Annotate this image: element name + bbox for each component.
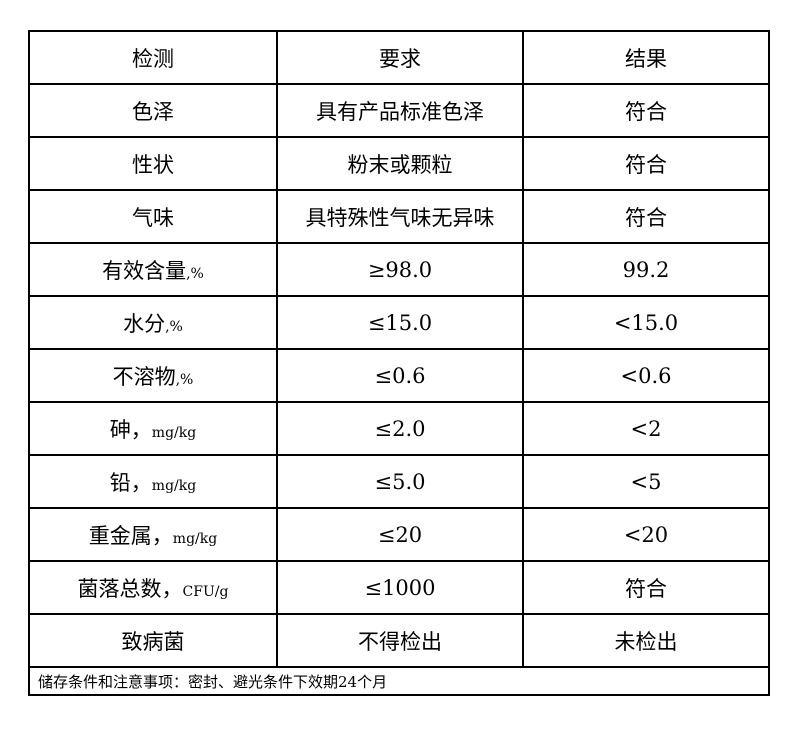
result-cell: <15.0 [522, 295, 770, 350]
footer-row: 储存条件和注意事项：密封、避光条件下效期24个月 [28, 666, 770, 696]
result-cell: <20 [522, 507, 770, 562]
item-unit: mg/kg [151, 477, 197, 494]
table-row: 色泽 具有产品标准色泽 符合 [28, 83, 770, 138]
result-cell: 99.2 [522, 242, 770, 297]
header-cell-test: 检测 [28, 30, 278, 85]
item-cell: 砷，mg/kg [28, 401, 278, 456]
result-cell: <5 [522, 454, 770, 509]
item-name: 水分 [123, 311, 166, 336]
result-cell: 符合 [522, 83, 770, 138]
item-unit: ,% [186, 265, 204, 282]
result-cell: 符合 [522, 189, 770, 244]
item-cell: 不溶物,% [28, 348, 278, 403]
item-cell: 性状 [28, 136, 278, 191]
item-unit: mg/kg [151, 424, 197, 441]
requirement-cell: 具特殊性气味无异味 [276, 189, 524, 244]
item-name: 不溶物 [112, 364, 176, 389]
requirement-cell: 具有产品标准色泽 [276, 83, 524, 138]
requirement-cell: 不得检出 [276, 613, 524, 668]
item-cell: 铅，mg/kg [28, 454, 278, 509]
item-name: 性状 [132, 152, 174, 177]
item-cell: 水分,% [28, 295, 278, 350]
inspection-table: 检测 要求 结果 色泽 具有产品标准色泽 符合 性状 粉末或颗粒 符合 气味 具特殊… [28, 30, 770, 696]
result-cell: 符合 [522, 136, 770, 191]
header-row: 检测 要求 结果 [28, 30, 770, 85]
table-row: 水分,% ≤15.0 <15.0 [28, 295, 770, 350]
requirement-cell: ≤0.6 [276, 348, 524, 403]
item-name: 气味 [132, 205, 174, 230]
item-name: 色泽 [132, 99, 174, 124]
table-row: 重金属，mg/kg ≤20 <20 [28, 507, 770, 562]
item-unit: mg/kg [172, 530, 218, 547]
table-row: 砷，mg/kg ≤2.0 <2 [28, 401, 770, 456]
item-name: 菌落总数， [77, 576, 183, 601]
header-cell-result: 结果 [522, 30, 770, 85]
item-cell: 菌落总数，CFU/g [28, 560, 278, 615]
item-name: 致病菌 [121, 629, 185, 654]
requirement-cell: ≥98.0 [276, 242, 524, 297]
requirement-cell: ≤1000 [276, 560, 524, 615]
requirement-cell: 粉末或颗粒 [276, 136, 524, 191]
storage-note: 储存条件和注意事项：密封、避光条件下效期24个月 [28, 666, 770, 696]
item-cell: 致病菌 [28, 613, 278, 668]
result-cell: <0.6 [522, 348, 770, 403]
requirement-cell: ≤15.0 [276, 295, 524, 350]
table-row: 气味 具特殊性气味无异味 符合 [28, 189, 770, 244]
item-cell: 有效含量,% [28, 242, 278, 297]
table-row: 致病菌 不得检出 未检出 [28, 613, 770, 668]
header-cell-requirement: 要求 [276, 30, 524, 85]
item-cell: 气味 [28, 189, 278, 244]
item-name: 重金属， [88, 523, 173, 548]
requirement-cell: ≤2.0 [276, 401, 524, 456]
table-row: 性状 粉末或颗粒 符合 [28, 136, 770, 191]
item-cell: 色泽 [28, 83, 278, 138]
requirement-cell: ≤20 [276, 507, 524, 562]
item-name: 铅， [109, 470, 152, 495]
item-unit: ,% [165, 318, 183, 335]
item-unit: ,% [175, 371, 194, 388]
result-cell: <2 [522, 401, 770, 456]
table-row: 菌落总数，CFU/g ≤1000 符合 [28, 560, 770, 615]
table-row: 有效含量,% ≥98.0 99.2 [28, 242, 770, 297]
item-cell: 重金属，mg/kg [28, 507, 278, 562]
table-row: 不溶物,% ≤0.6 <0.6 [28, 348, 770, 403]
result-cell: 未检出 [522, 613, 770, 668]
item-name: 砷， [109, 417, 152, 442]
item-unit: CFU/g [182, 583, 229, 600]
table-row: 铅，mg/kg ≤5.0 <5 [28, 454, 770, 509]
item-name: 有效含量 [102, 258, 187, 283]
requirement-cell: ≤5.0 [276, 454, 524, 509]
result-cell: 符合 [522, 560, 770, 615]
